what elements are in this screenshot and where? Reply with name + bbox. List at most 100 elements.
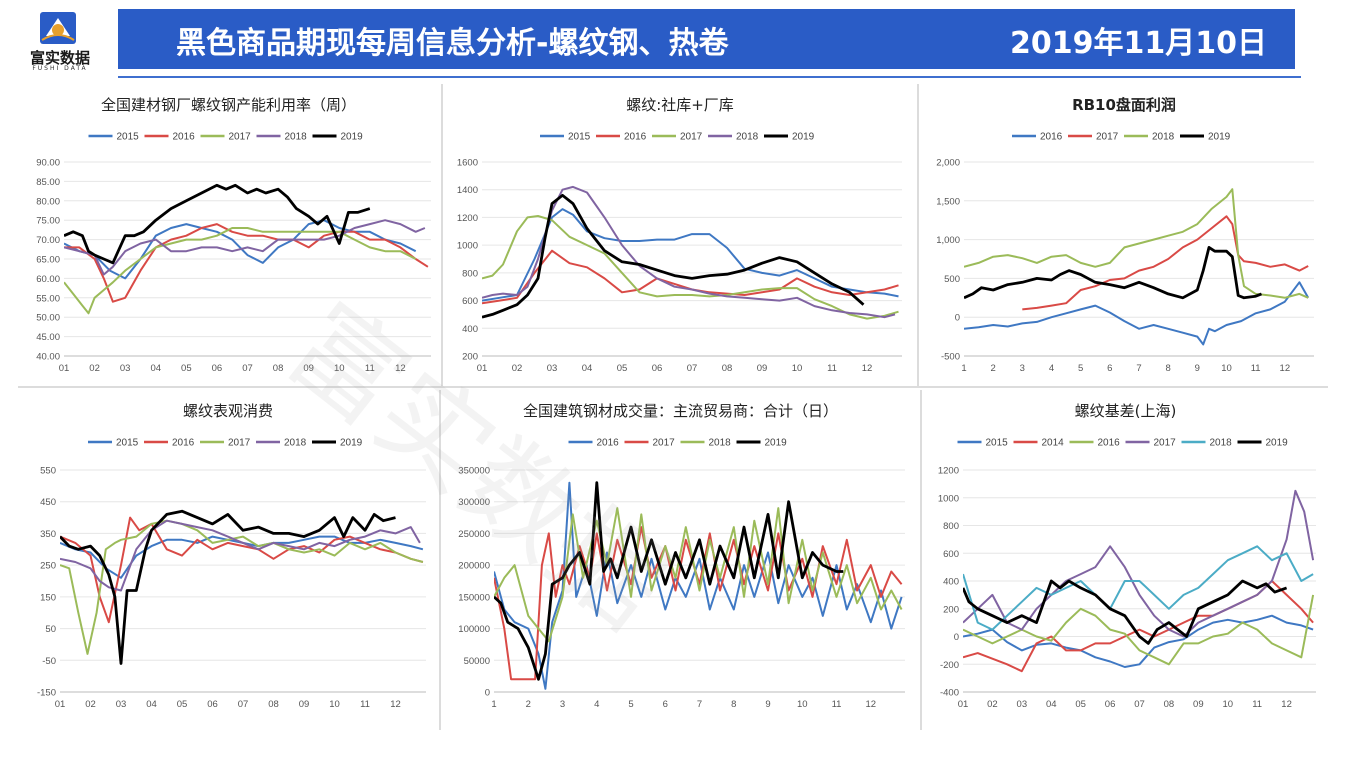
x-tick-label: 05 xyxy=(617,363,628,374)
y-tick-label: -50 xyxy=(42,656,56,667)
x-tick-label: 7 xyxy=(697,699,702,710)
svg-text:2019: 2019 xyxy=(1266,438,1289,449)
legend-item: 2019 xyxy=(312,132,364,143)
x-tick-label: 03 xyxy=(120,363,131,374)
legend-item: 2016 xyxy=(596,132,647,143)
logo-subtitle: FUSHI DATA xyxy=(32,65,88,72)
y-tick-label: 350000 xyxy=(458,466,490,477)
x-tick-label: 01 xyxy=(958,699,969,710)
panel-divider xyxy=(439,390,441,730)
svg-text:2017: 2017 xyxy=(653,438,676,449)
x-tick-label: 01 xyxy=(59,363,70,374)
x-tick-label: 07 xyxy=(1134,699,1145,710)
x-tick-label: 02 xyxy=(987,699,998,710)
series-line-2019 xyxy=(482,193,865,319)
series-line-2015 xyxy=(963,614,1314,668)
y-tick-label: 1400 xyxy=(457,185,478,196)
x-tick-label: 5 xyxy=(1078,363,1083,374)
x-tick-label: 10 xyxy=(797,699,808,710)
y-tick-label: 0 xyxy=(485,688,490,699)
y-tick-label: 250 xyxy=(40,561,56,572)
x-tick-label: 1 xyxy=(491,699,496,710)
y-tick-label: 800 xyxy=(943,521,959,532)
x-tick-label: 05 xyxy=(1075,699,1086,710)
x-tick-label: 10 xyxy=(334,363,345,374)
svg-text:2019: 2019 xyxy=(792,132,815,143)
y-tick-label: 90.00 xyxy=(36,158,60,169)
y-tick-label: 85.00 xyxy=(36,177,60,188)
y-tick-label: 450 xyxy=(40,497,56,508)
series-line-2016 xyxy=(60,516,424,624)
x-tick-label: 11 xyxy=(827,363,837,374)
x-tick-label: 10 xyxy=(1221,363,1232,374)
series-line-2017 xyxy=(494,526,903,681)
svg-text:2019: 2019 xyxy=(765,438,788,449)
x-tick-label: 06 xyxy=(212,363,223,374)
svg-text:2015: 2015 xyxy=(116,438,139,449)
panel-divider xyxy=(920,390,922,730)
y-tick-label: 200000 xyxy=(458,561,490,572)
y-tick-label: 1000 xyxy=(457,241,478,252)
svg-text:2017: 2017 xyxy=(229,132,252,143)
x-tick-label: 12 xyxy=(390,699,401,710)
series-line-2017 xyxy=(963,489,1315,638)
y-tick-label: -400 xyxy=(940,688,959,699)
x-tick-label: 7 xyxy=(1136,363,1141,374)
y-tick-label: 600 xyxy=(462,296,478,307)
chart-title: 螺纹基差(上海) xyxy=(1075,402,1177,420)
chart-panel-trade: 全国建筑钢材成交量：主流贸易商：合计（日） 2016 2017 2018 2019 350… xyxy=(442,390,919,730)
series-line-2015 xyxy=(64,219,417,280)
svg-text:2017: 2017 xyxy=(1154,438,1177,449)
chart-title: 全国建材钢厂螺纹钢产能利用率（周） xyxy=(101,96,356,114)
y-tick-label: 250000 xyxy=(458,529,490,540)
header-rule xyxy=(118,76,1301,78)
y-tick-label: 40.00 xyxy=(36,352,60,363)
series-line-2019 xyxy=(60,509,396,665)
x-tick-label: 3 xyxy=(560,699,565,710)
chart-panel-profit: RB10盘面利润 2016 2017 2018 2019 2,000 1,500 1,000 5… xyxy=(920,84,1328,386)
series-line-2017 xyxy=(64,227,417,315)
x-tick-label: 03 xyxy=(1017,699,1028,710)
chart-title: 全国建筑钢材成交量：主流贸易商：合计（日） xyxy=(523,402,838,420)
x-tick-label: 11 xyxy=(360,699,370,710)
legend-item: 2016 xyxy=(1069,438,1120,449)
legend-item: 2017 xyxy=(200,438,251,449)
y-tick-label: 1200 xyxy=(938,466,959,477)
x-tick-label: 9 xyxy=(765,699,770,710)
x-tick-label: 5 xyxy=(628,699,633,710)
x-tick-label: 12 xyxy=(865,699,876,710)
legend-item: 2016 xyxy=(144,438,195,449)
x-tick-label: 03 xyxy=(547,363,558,374)
panel-divider xyxy=(18,386,1328,388)
series-line-2016 xyxy=(964,281,1310,346)
basis-chart-svg: 螺纹基差(上海)2015 2014 2016 2017 2018 201912001000… xyxy=(938,402,1316,710)
x-tick-label: 8 xyxy=(731,699,736,710)
legend-item: 2015 xyxy=(957,438,1008,449)
x-tick-label: 11 xyxy=(1251,363,1261,374)
series-line-2019 xyxy=(494,481,844,681)
series-line-2018 xyxy=(494,507,903,643)
y-tick-label: 100000 xyxy=(458,624,490,635)
y-tick-label: 350 xyxy=(40,529,56,540)
y-tick-label: 1,000 xyxy=(936,235,960,246)
x-tick-label: 9 xyxy=(1195,363,1200,374)
svg-text:2019: 2019 xyxy=(341,132,364,143)
x-tick-label: 05 xyxy=(181,363,192,374)
logo-text: 富实数据 xyxy=(29,49,90,67)
y-tick-label: 70.00 xyxy=(36,235,60,246)
consumption-chart-svg: 螺纹表观消费 2015 2016 2017 2018 2019 550 450 350 250 15… xyxy=(37,402,426,710)
series-line-2017 xyxy=(1022,215,1309,311)
legend-item: 2019 xyxy=(764,132,815,143)
chart-panel-inventory: 螺纹:社库+厂库 2015 2016 2017 2018 2019 1600 1400 1200… xyxy=(444,84,916,386)
svg-text:2016: 2016 xyxy=(597,438,620,449)
y-tick-label: 600 xyxy=(943,549,959,560)
series-line-2019 xyxy=(64,183,371,265)
svg-text:2014: 2014 xyxy=(1042,438,1065,449)
y-tick-label: 550 xyxy=(40,466,56,477)
y-tick-label: 75.00 xyxy=(36,216,60,227)
y-tick-label: 0 xyxy=(955,313,960,324)
y-tick-label: 1,500 xyxy=(936,196,960,207)
x-tick-label: 02 xyxy=(85,699,96,710)
x-tick-label: 07 xyxy=(242,363,253,374)
trade-chart-svg: 全国建筑钢材成交量：主流贸易商：合计（日）2016 2017 2018 2019350… xyxy=(458,402,905,710)
